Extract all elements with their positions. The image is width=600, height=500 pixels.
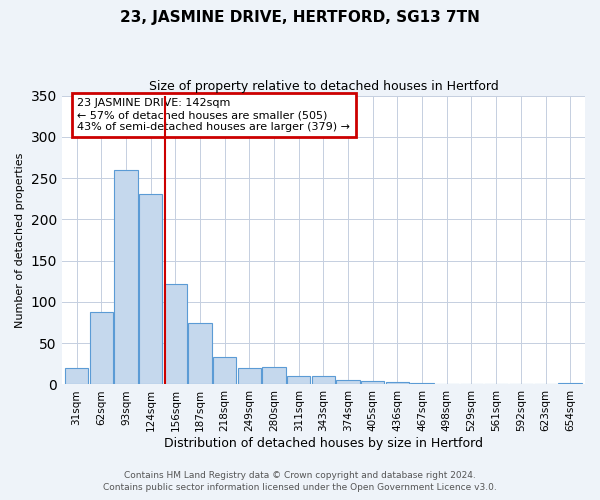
- Bar: [188, 322, 212, 384]
- Bar: [114, 170, 137, 384]
- Bar: [287, 376, 310, 384]
- Bar: [311, 376, 335, 384]
- Text: Contains HM Land Registry data © Crown copyright and database right 2024.
Contai: Contains HM Land Registry data © Crown c…: [103, 471, 497, 492]
- Bar: [559, 383, 582, 384]
- Y-axis label: Number of detached properties: Number of detached properties: [15, 152, 25, 328]
- Bar: [337, 380, 360, 384]
- X-axis label: Distribution of detached houses by size in Hertford: Distribution of detached houses by size …: [164, 437, 483, 450]
- Bar: [65, 368, 88, 384]
- Bar: [139, 194, 163, 384]
- Bar: [164, 284, 187, 384]
- Bar: [361, 381, 385, 384]
- Text: 23, JASMINE DRIVE, HERTFORD, SG13 7TN: 23, JASMINE DRIVE, HERTFORD, SG13 7TN: [120, 10, 480, 25]
- Bar: [386, 382, 409, 384]
- Bar: [262, 367, 286, 384]
- Bar: [410, 383, 434, 384]
- Text: 23 JASMINE DRIVE: 142sqm
← 57% of detached houses are smaller (505)
43% of semi-: 23 JASMINE DRIVE: 142sqm ← 57% of detach…: [77, 98, 350, 132]
- Bar: [89, 312, 113, 384]
- Bar: [238, 368, 261, 384]
- Title: Size of property relative to detached houses in Hertford: Size of property relative to detached ho…: [149, 80, 498, 93]
- Bar: [213, 357, 236, 384]
